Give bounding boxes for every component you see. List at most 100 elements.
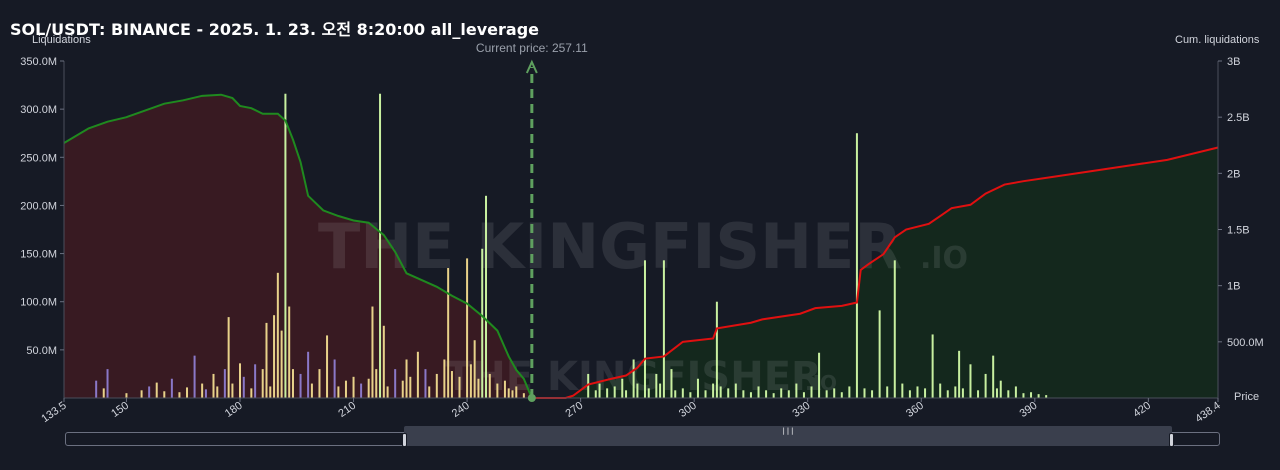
liquidation-bar: [473, 340, 476, 398]
liquidation-bar: [261, 369, 264, 398]
range-scrollbar[interactable]: |||: [65, 426, 1220, 447]
liquidation-bar: [886, 386, 889, 398]
liquidation-bar: [223, 369, 226, 398]
x-axis-tick-label: 180: [223, 400, 245, 420]
liquidation-bar: [488, 373, 491, 398]
liquidation-bar: [288, 306, 291, 398]
liquidation-bar: [326, 335, 329, 398]
liquidation-bar: [712, 383, 715, 398]
liquidation-bar: [977, 390, 980, 398]
liquidation-bar: [916, 386, 919, 398]
liquidation-bar: [606, 388, 609, 398]
range-handle-left[interactable]: [402, 433, 407, 447]
liquidation-bar: [375, 369, 378, 398]
liquidation-bar: [659, 383, 662, 398]
liquidation-bar: [178, 392, 181, 398]
right-axis-tick-label: 500.0M: [1227, 337, 1264, 349]
grip-icon: |||: [781, 427, 795, 435]
right-axis-tick-label: 1.5B: [1227, 225, 1250, 237]
x-axis-tick-label: 210: [336, 400, 358, 420]
liquidation-bar: [382, 325, 385, 398]
liquidation-bar: [795, 383, 798, 398]
liquidation-bar: [636, 383, 639, 398]
liquidation-bars: [95, 93, 1048, 398]
liquidation-bar: [833, 388, 836, 398]
liquidation-bar: [428, 386, 431, 398]
liquidation-bar: [772, 393, 775, 398]
liquidation-bar: [481, 248, 484, 398]
left-axis-tick-label: 300.0M: [20, 104, 57, 116]
liquidation-bar: [394, 369, 397, 398]
x-axis-tick-label: 270: [563, 400, 585, 420]
right-axis-title: Cum. liquidations: [1175, 34, 1260, 46]
watermark-text-large: THE KINGFISHER: [318, 210, 902, 283]
range-handle-right[interactable]: [1169, 433, 1174, 447]
liquidation-bar: [212, 373, 215, 398]
right-axis-tick-label: 3B: [1227, 56, 1240, 68]
liquidation-bar: [647, 388, 650, 398]
long-cumulative-fill: [531, 147, 1218, 398]
liquidation-bar: [307, 351, 310, 398]
liquidation-bar: [931, 334, 934, 398]
liquidation-bar: [613, 386, 616, 398]
liquidation-bar: [424, 369, 427, 398]
liquidation-bar: [507, 388, 510, 398]
liquidation-bar: [379, 93, 382, 398]
liquidation-bar: [254, 364, 257, 398]
left-axis-tick-label: 150.0M: [20, 249, 57, 261]
liquidation-bar: [250, 388, 253, 398]
liquidation-bar: [704, 390, 707, 398]
x-axis-tick-label: 240: [450, 400, 472, 420]
liquidation-bar: [163, 391, 166, 398]
left-axis-tick-label: 100.0M: [20, 297, 57, 309]
x-axis-tick-label: 360: [904, 400, 926, 420]
liquidation-bar: [1014, 386, 1017, 398]
liquidation-bar: [999, 380, 1002, 398]
current-price-marker: Current price: 257.11: [476, 41, 588, 402]
left-axis-tick-label: 250.0M: [20, 152, 57, 164]
liquidation-bar: [810, 386, 813, 398]
liquidation-bar: [984, 373, 987, 398]
liquidation-bar: [102, 388, 105, 398]
short-cumulative-line: [63, 93, 533, 399]
liquidation-bar: [742, 390, 745, 398]
liquidation-bar: [469, 364, 472, 398]
right-axis-tick-label: 2B: [1227, 168, 1240, 180]
liquidation-bar: [193, 355, 196, 398]
liquidation-bar: [371, 306, 374, 398]
liquidation-bar: [409, 376, 412, 398]
liquidation-bar: [825, 390, 828, 398]
liquidation-bar: [715, 301, 718, 398]
liquidation-bar: [405, 359, 408, 398]
liquidation-bar: [871, 390, 874, 398]
liquidation-bar: [863, 388, 866, 398]
x-axis-tick-label: 133.5: [39, 400, 68, 426]
liquidation-bar: [204, 389, 207, 398]
liquidation-bar: [227, 317, 230, 398]
liquidation-bar: [594, 390, 597, 398]
current-price-label: Current price: 257.11: [476, 41, 588, 55]
watermark-suffix-large: .IO: [920, 241, 968, 276]
liquidation-bar: [855, 133, 858, 398]
liquidation-bar: [818, 352, 821, 398]
liquidation-bar: [386, 386, 389, 398]
right-axis-tick-label: 1B: [1227, 281, 1240, 293]
liquidation-bar: [587, 373, 590, 398]
liquidation-bar: [621, 378, 624, 398]
liquidation-bar: [643, 260, 646, 398]
liquidation-bar: [1045, 395, 1048, 398]
liquidation-bar: [924, 388, 927, 398]
liquidation-bar: [992, 355, 995, 398]
liquidation-chart[interactable]: THE KINGFISHER .IO THE KINGFISHER .IO 35…: [0, 0, 1280, 430]
liquidation-bar: [140, 390, 143, 398]
liquidation-bar: [908, 390, 911, 398]
liquidation-bar: [401, 380, 404, 398]
right-axis-tick-label: 2.5B: [1227, 112, 1250, 124]
liquidation-bar: [1022, 393, 1025, 398]
liquidation-bar: [155, 382, 158, 398]
liquidation-bar: [299, 373, 302, 398]
range-scrollbar-thumb[interactable]: |||: [402, 426, 1174, 447]
liquidation-bar: [148, 386, 151, 398]
liquidation-bar: [485, 195, 488, 398]
liquidation-bar: [333, 359, 336, 398]
